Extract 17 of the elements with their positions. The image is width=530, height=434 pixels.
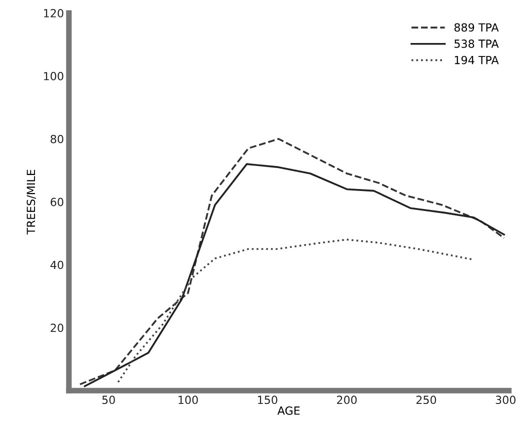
y-tick-label: 80: [50, 134, 64, 144]
legend-label: 538 TPA: [454, 40, 499, 48]
x-tick-label: 300: [496, 396, 516, 404]
y-tick-label: 60: [50, 198, 64, 206]
legend-label: 194 TPA: [454, 56, 499, 64]
x-tick-label: 150: [258, 396, 278, 404]
x-tick-label: 200: [337, 396, 357, 404]
y-axis-title: TREES/MILE: [26, 170, 36, 235]
legend-label: 889 TPA: [454, 23, 499, 32]
y-tick-label: 120: [44, 8, 64, 18]
y-tick-label: 100: [44, 72, 64, 80]
x-tick-label: 50: [102, 396, 115, 404]
y-tick-label: 40: [50, 260, 64, 270]
x-tick-label: 250: [416, 396, 436, 404]
x-axis-title: AGE: [277, 406, 300, 415]
y-tick-label: 20: [50, 324, 64, 332]
x-tick-label: 100: [178, 396, 198, 404]
